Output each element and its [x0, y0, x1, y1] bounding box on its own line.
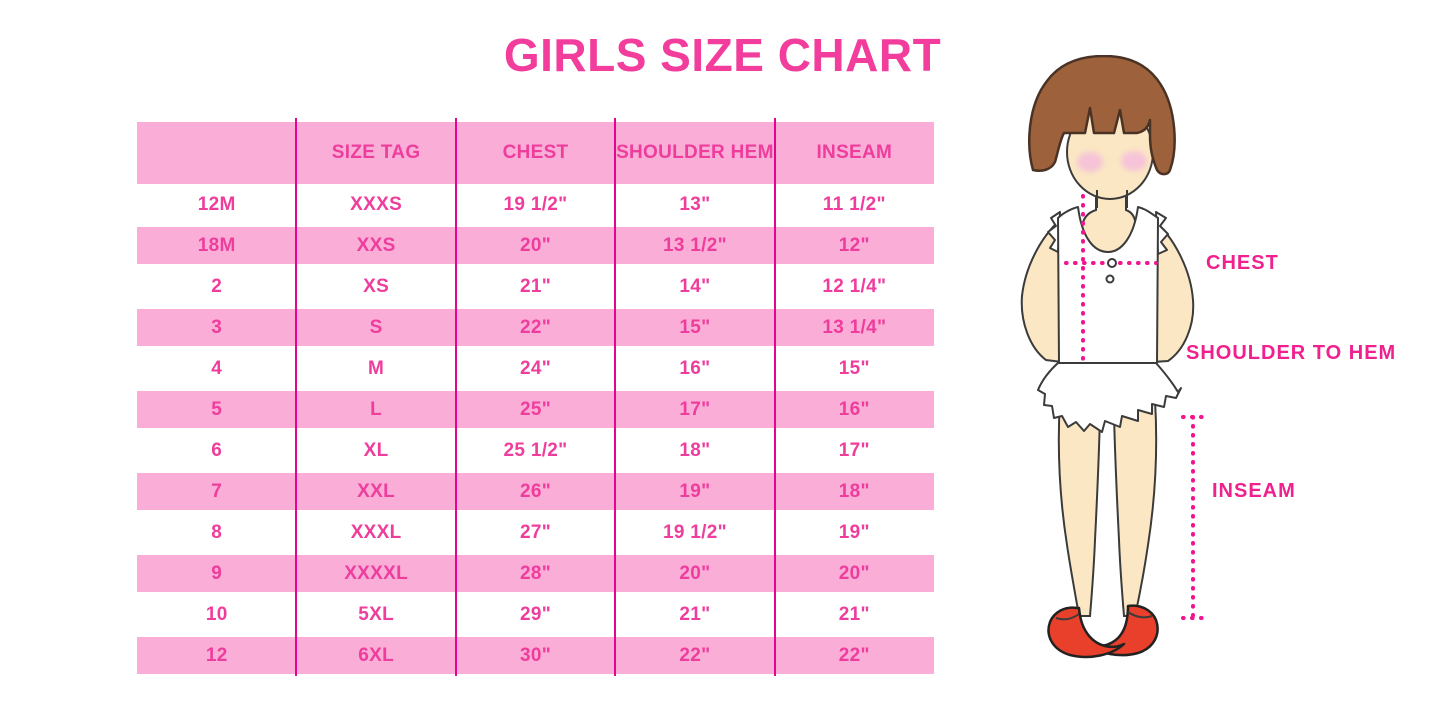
table-cell: 22"	[519, 316, 552, 338]
table-cell: 21"	[679, 603, 711, 625]
table-cell: 15"	[679, 316, 711, 338]
table-cell: M	[368, 357, 385, 379]
table-row: 6 XL 25 1/2" 18" 17"	[137, 430, 934, 471]
table-cell: 16"	[679, 357, 711, 379]
chest-label: CHEST	[1206, 252, 1279, 274]
size-table-body: 12M XXXS 19 1/2" 13" 11 1/2" 18M XXS 20" 13 1/2"…	[137, 184, 934, 676]
table-row: 10 5XL 29" 21" 21"	[137, 594, 934, 635]
table-cell: XXS	[356, 234, 396, 256]
table-cell: 25"	[519, 398, 552, 420]
table-cell: 28"	[519, 562, 552, 584]
table-cell: L	[370, 398, 383, 420]
column-divider	[454, 118, 457, 676]
header-cell-chest: CHEST	[502, 142, 569, 163]
table-cell: 18"	[838, 480, 870, 502]
table-cell: 12	[205, 644, 228, 666]
table-cell: 20"	[679, 562, 711, 584]
table-cell: 12 1/4"	[822, 275, 887, 297]
table-cell: 17"	[838, 439, 870, 461]
table-cell: 2	[211, 275, 223, 297]
table-row: 7 XXL 26" 19" 18"	[137, 471, 934, 512]
table-cell: XXXS	[350, 193, 403, 215]
table-cell: 12M	[197, 193, 236, 215]
table-row: 5 L 25" 17" 16"	[137, 389, 934, 430]
table-cell: 27"	[519, 521, 552, 543]
table-cell: 22"	[838, 644, 870, 666]
table-cell: 26"	[519, 480, 552, 502]
table-cell: 21"	[519, 275, 552, 297]
table-cell: 9	[211, 562, 223, 584]
table-cell: 7	[211, 480, 223, 502]
table-cell: XXXXL	[344, 562, 409, 584]
table-cell: 29"	[519, 603, 552, 625]
table-cell: 5	[211, 398, 223, 420]
table-cell: 13 1/2"	[662, 234, 727, 256]
table-row: 9 XXXXL 28" 20" 20"	[137, 553, 934, 594]
table-header-row: SIZE TAG CHEST SHOULDER HEM INSEAM	[137, 122, 934, 184]
table-row: 2 XS 21" 14" 12 1/4"	[137, 266, 934, 307]
table-row: 12M XXXS 19 1/2" 13" 11 1/2"	[137, 184, 934, 225]
table-cell: 10	[205, 603, 228, 625]
table-cell: 11 1/2"	[822, 193, 886, 215]
table-cell: 5XL	[358, 603, 394, 625]
column-divider	[773, 118, 776, 676]
header-cell-inseam: INSEAM	[816, 142, 893, 163]
table-cell: XXXL	[350, 521, 402, 543]
shoulder-to-hem-label: SHOULDER TO HEM	[1186, 342, 1397, 364]
header-cell-shoulder-hem: SHOULDER HEM	[616, 142, 774, 163]
girl-figure-illustration	[1020, 55, 1205, 659]
header-cell-size-tag: SIZE TAG	[331, 142, 421, 163]
table-cell: 19"	[679, 480, 711, 502]
table-cell: 17"	[679, 398, 711, 420]
table-cell: 19 1/2"	[503, 193, 568, 215]
table-cell: S	[369, 316, 383, 338]
table-cell: 4	[211, 357, 223, 379]
table-cell: 20"	[838, 562, 870, 584]
size-chart-table: SIZE TAG CHEST SHOULDER HEM INSEAM 12M XX…	[137, 118, 934, 676]
column-divider	[614, 118, 617, 676]
table-cell: 3	[211, 316, 223, 338]
column-divider	[295, 118, 298, 676]
table-cell: 6	[211, 439, 223, 461]
table-cell: 13"	[679, 193, 711, 215]
table-cell: 20"	[519, 234, 552, 256]
table-cell: 12"	[838, 234, 870, 256]
table-cell: 19"	[838, 521, 870, 543]
table-row: 8 XXXL 27" 19 1/2" 19"	[137, 512, 934, 553]
table-row: 12 6XL 30" 22" 22"	[137, 635, 934, 676]
table-cell: 18"	[679, 439, 711, 461]
table-cell: 24"	[519, 357, 552, 379]
table-cell: 22"	[679, 644, 711, 666]
table-cell: 14"	[679, 275, 711, 297]
table-row: 3 S 22" 15" 13 1/4"	[137, 307, 934, 348]
inseam-label: INSEAM	[1212, 480, 1296, 502]
table-row: 4 M 24" 16" 15"	[137, 348, 934, 389]
table-cell: 25 1/2"	[503, 439, 568, 461]
table-cell: 18M	[197, 234, 236, 256]
table-cell: XS	[363, 275, 390, 297]
page-title: GIRLS SIZE CHART	[503, 29, 942, 81]
table-row: 18M XXS 20" 13 1/2" 12"	[137, 225, 934, 266]
table-cell: 15"	[838, 357, 870, 379]
header-cell-size	[137, 122, 296, 184]
table-cell: XL	[363, 439, 389, 461]
inseam-guide	[1181, 415, 1205, 620]
table-cell: XXL	[357, 480, 396, 502]
table-cell: 21"	[838, 603, 870, 625]
table-cell: 30"	[519, 644, 552, 666]
table-cell: 19 1/2"	[662, 521, 727, 543]
table-cell: 6XL	[358, 644, 394, 666]
table-cell: 16"	[838, 398, 870, 420]
table-cell: 13 1/4"	[822, 316, 887, 338]
table-cell: 8	[211, 521, 223, 543]
